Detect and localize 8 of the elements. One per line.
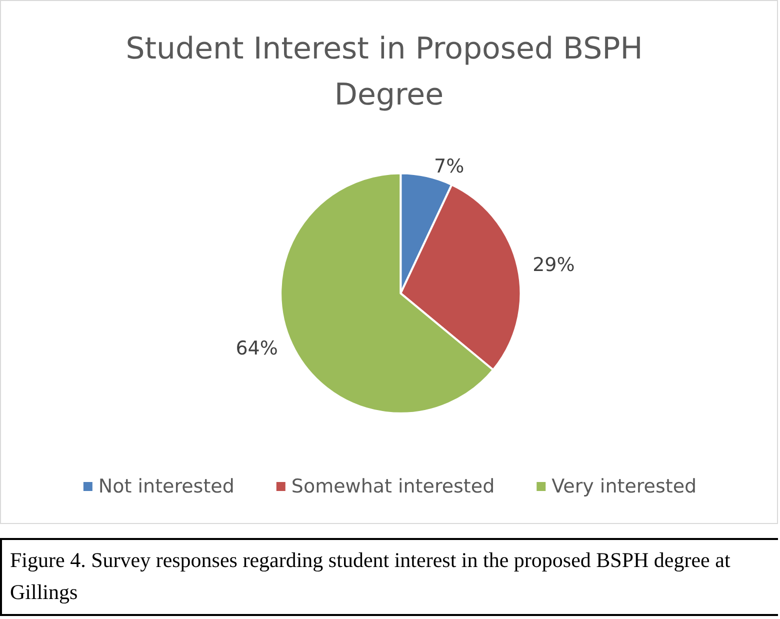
- legend-label: Somewhat interested: [291, 476, 495, 498]
- data-label: 29%: [532, 254, 575, 276]
- chart-title: Student Interest in Proposed BSPH Degree: [126, 32, 652, 112]
- caption: Figure 4. Survey responses regarding student interest in the proposed BSPH degree at Gillings: [0, 538, 778, 616]
- legend-label: Very interested: [552, 476, 697, 498]
- data-label: 7%: [434, 155, 464, 178]
- legend-label: Not interested: [98, 476, 234, 498]
- data-label: 64%: [236, 338, 278, 360]
